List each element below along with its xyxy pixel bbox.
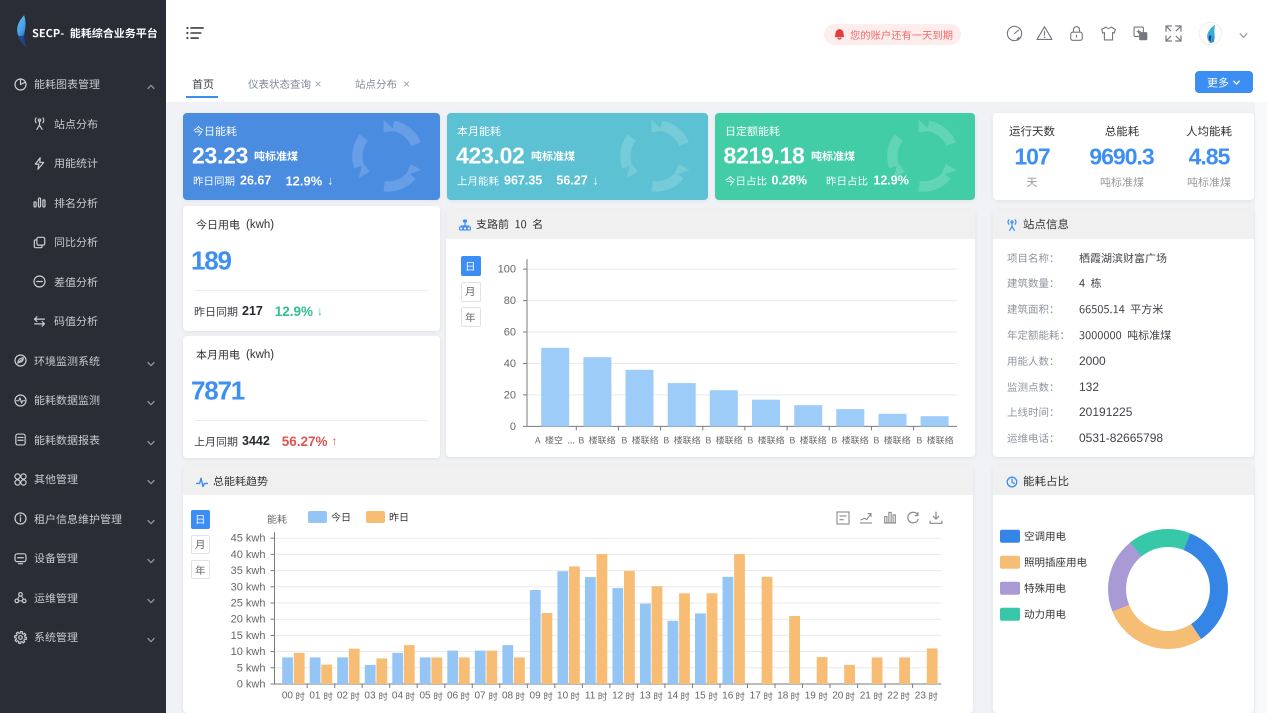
svg-text:5 kwh: 5 kwh xyxy=(237,662,266,674)
svg-text:0: 0 xyxy=(510,420,516,432)
svg-text:100: 100 xyxy=(498,263,516,275)
svg-text:60: 60 xyxy=(504,326,516,338)
svg-text:0 kwh: 0 kwh xyxy=(237,679,266,691)
svg-text:20: 20 xyxy=(504,389,516,401)
svg-text:45 kwh: 45 kwh xyxy=(231,533,266,545)
svg-text:25 kwh: 25 kwh xyxy=(231,598,266,610)
svg-text:15 kwh: 15 kwh xyxy=(231,630,266,642)
svg-text:30 kwh: 30 kwh xyxy=(231,581,266,593)
svg-text:80: 80 xyxy=(504,295,516,307)
svg-text:40: 40 xyxy=(504,358,516,370)
svg-text:35 kwh: 35 kwh xyxy=(231,565,266,577)
svg-text:20 kwh: 20 kwh xyxy=(231,614,266,626)
svg-text:40 kwh: 40 kwh xyxy=(231,549,266,561)
svg-text:10 kwh: 10 kwh xyxy=(231,646,266,658)
